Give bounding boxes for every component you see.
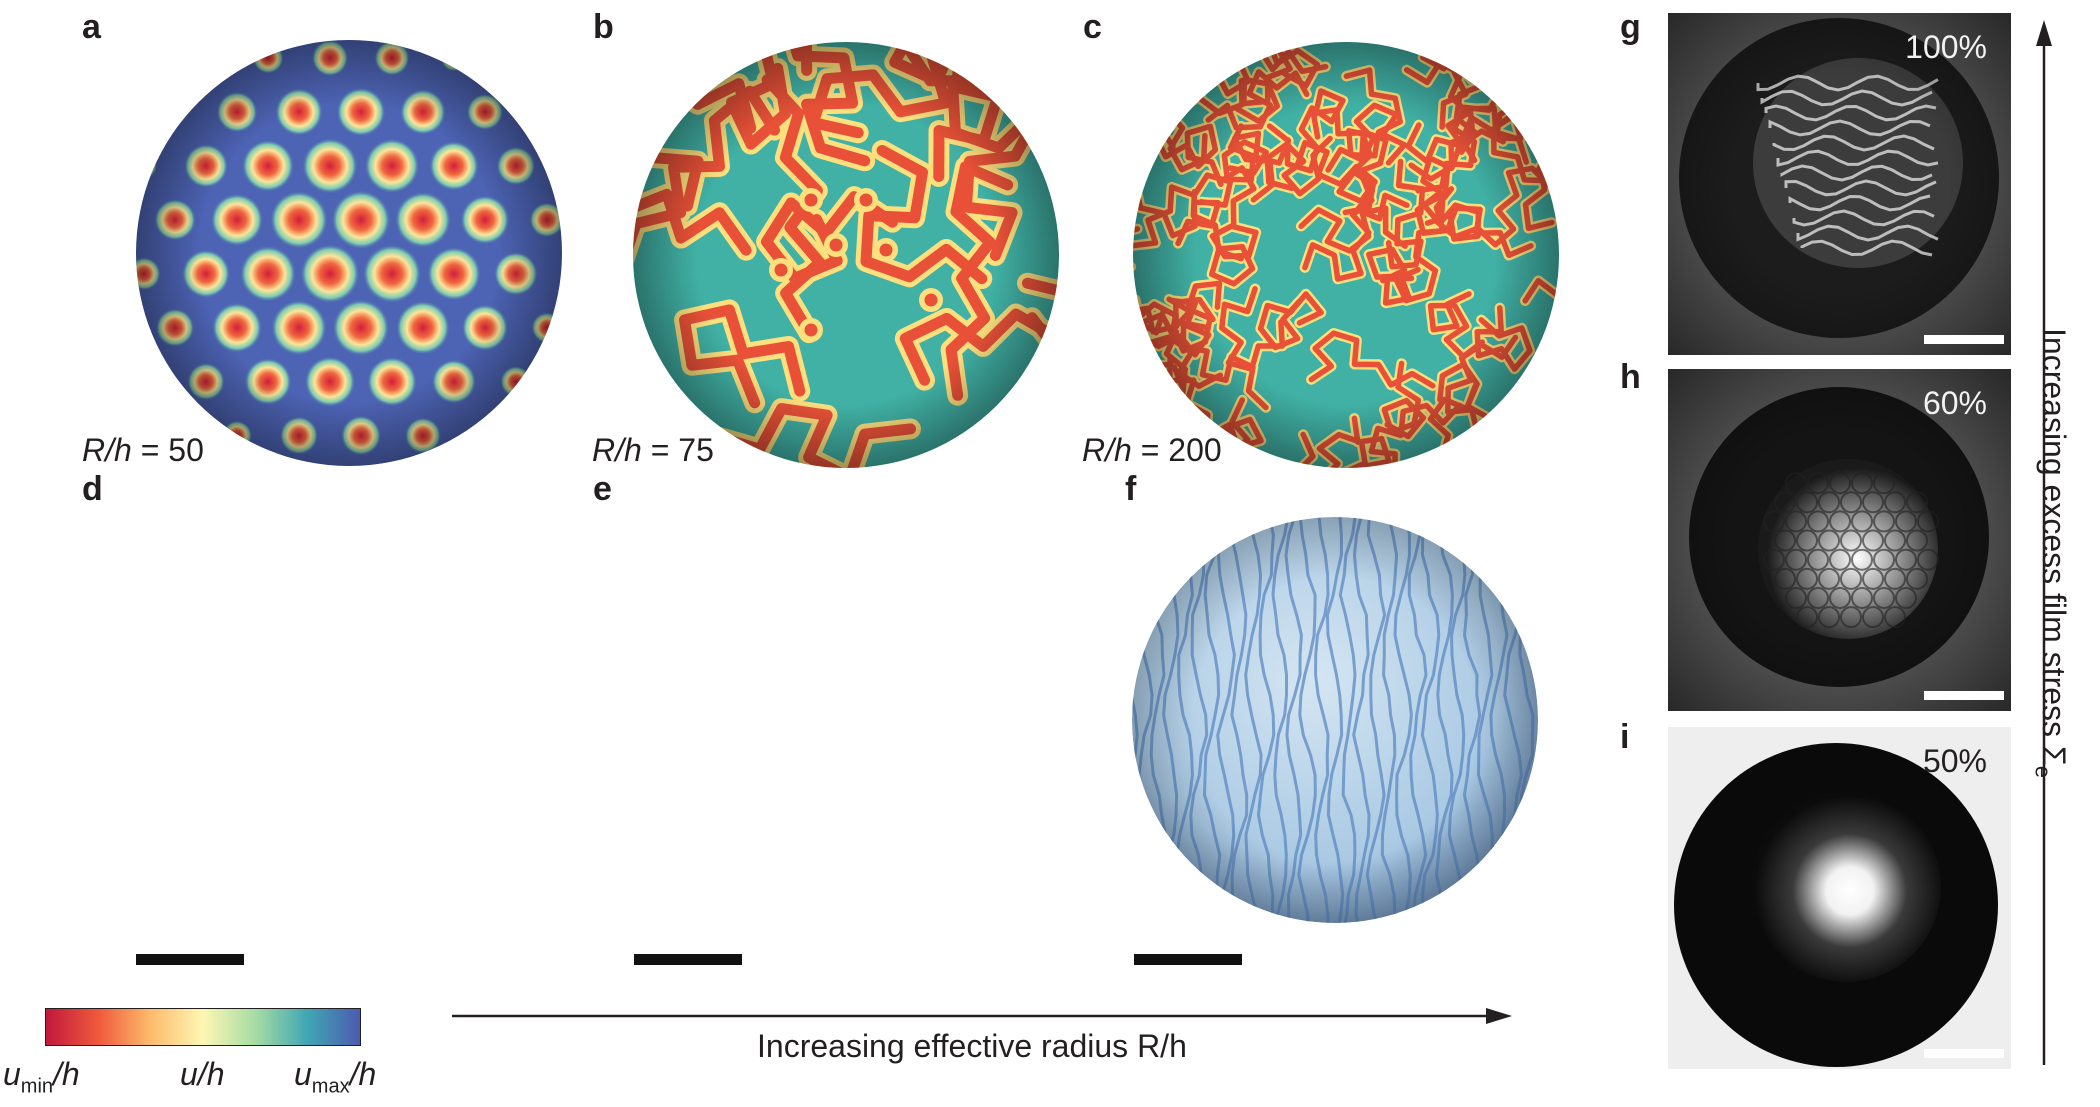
panel-label-b: b [593, 8, 614, 46]
scale-bar-e [634, 954, 742, 965]
scale-bar-h [1924, 691, 2004, 700]
rh-value: = 75 [650, 432, 714, 468]
scale-bar-d [136, 954, 244, 965]
colorbar-min-label: umin/h [3, 1056, 80, 1098]
colorbar-gradient [46, 1009, 360, 1045]
y-axis-label: Increasing excess film stress Σe [2030, 328, 2072, 778]
colorbar-min-suffix: /h [53, 1056, 80, 1092]
photo-sphere-f [1130, 515, 1540, 925]
rh-symbol: R/h [592, 432, 642, 468]
stress-percent-h: 60% [1922, 385, 1987, 421]
rh-symbol: R/h [1082, 432, 1132, 468]
rh-symbol: R/h [82, 432, 132, 468]
photo-sphere-d [132, 487, 562, 917]
colorbar-max-suffix: /h [349, 1056, 377, 1092]
scale-bar-g [1924, 335, 2004, 344]
y-axis-label-text: Increasing excess film stress Σ [2036, 328, 2072, 766]
colorbar-max-sub: max [311, 1075, 350, 1098]
rh-value: = 200 [1140, 432, 1222, 468]
scale-bar-f [1134, 954, 1242, 965]
rh-label-a: R/h = 50 [82, 432, 204, 469]
micrograph-i: 50% [1668, 727, 2011, 1069]
colorbar-max-label: umax/h [294, 1056, 376, 1098]
colorbar-mid-label: u/h [180, 1056, 225, 1092]
panel-label-h: h [1620, 358, 1641, 396]
panel-label-c: c [1083, 8, 1102, 46]
panel-label-a: a [82, 8, 101, 46]
x-axis-label: Increasing effective radius R/h [757, 1028, 1187, 1064]
stress-percent-g: 100% [1905, 29, 1987, 65]
rh-label-b: R/h = 75 [592, 432, 714, 469]
colorbar [45, 1008, 361, 1046]
rh-label-c: R/h = 200 [1082, 432, 1222, 469]
colorbar-min-u: u [3, 1056, 21, 1092]
rh-value: = 50 [140, 432, 204, 468]
micrograph-h: 60% [1668, 369, 2011, 711]
colorbar-max-u: u [294, 1056, 312, 1092]
x-axis-arrow [452, 1008, 1512, 1024]
micrograph-g: 100% [1668, 13, 2011, 355]
simulation-sphere-b [631, 40, 1061, 470]
colorbar-min-sub: min [20, 1075, 54, 1098]
y-axis-label-sub: e [2030, 765, 2056, 778]
photo-sphere-e [629, 515, 1039, 925]
panel-label-d: d [82, 470, 103, 508]
panel-label-f: f [1125, 470, 1137, 508]
scale-bar-i [1924, 1049, 2004, 1058]
simulation-sphere-a [134, 38, 564, 468]
panel-label-i: i [1620, 718, 1630, 756]
stress-percent-i: 50% [1922, 743, 1987, 779]
y-axis-arrow [2036, 20, 2052, 1065]
panel-label-g: g [1620, 8, 1641, 46]
simulation-sphere-c [1131, 40, 1561, 470]
panel-label-e: e [593, 470, 612, 508]
